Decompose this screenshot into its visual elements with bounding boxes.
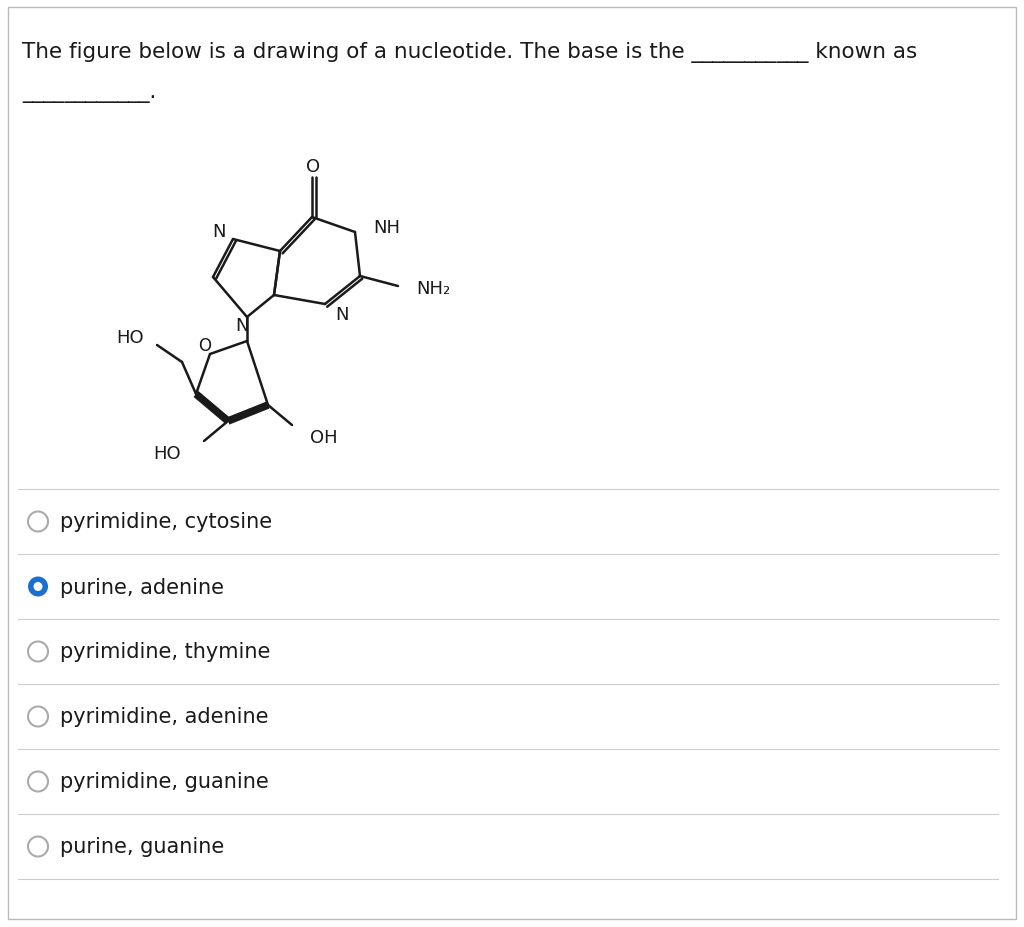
Text: purine, adenine: purine, adenine: [60, 577, 224, 597]
Text: pyrimidine, guanine: pyrimidine, guanine: [60, 771, 268, 792]
Text: pyrimidine, thymine: pyrimidine, thymine: [60, 641, 270, 662]
Text: NH₂: NH₂: [416, 280, 451, 298]
Text: purine, guanine: purine, guanine: [60, 836, 224, 857]
Text: N: N: [335, 306, 348, 324]
Text: The figure below is a drawing of a nucleotide. The base is the ___________ known: The figure below is a drawing of a nucle…: [22, 42, 918, 63]
Circle shape: [34, 582, 43, 591]
Text: HO: HO: [117, 329, 144, 347]
FancyBboxPatch shape: [8, 8, 1016, 919]
Text: pyrimidine, adenine: pyrimidine, adenine: [60, 706, 268, 727]
Text: pyrimidine, cytosine: pyrimidine, cytosine: [60, 512, 272, 532]
Text: HO: HO: [154, 445, 181, 463]
Text: O: O: [306, 158, 321, 176]
Text: OH: OH: [310, 428, 338, 447]
Text: N: N: [213, 222, 226, 241]
Circle shape: [28, 577, 48, 597]
Text: O: O: [199, 337, 212, 355]
Text: ____________.: ____________.: [22, 83, 157, 103]
Text: N: N: [236, 317, 249, 335]
Text: NH: NH: [373, 219, 400, 236]
